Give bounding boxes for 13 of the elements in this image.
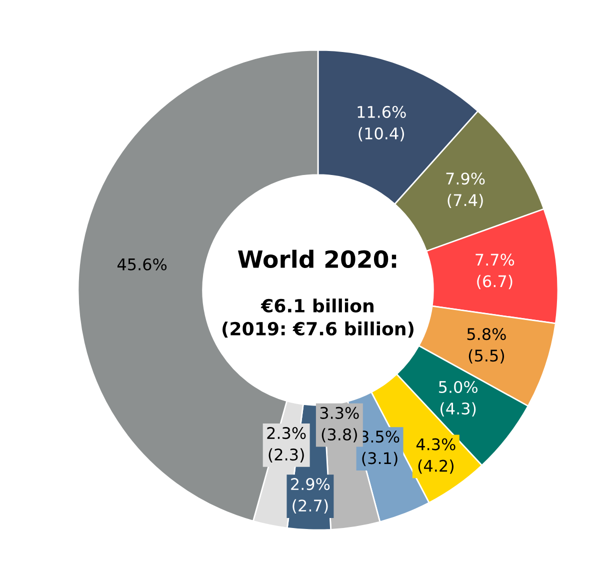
data-label: 3.3% (3.8)	[320, 406, 359, 442]
data-label: 11.6% (10.4)	[358, 106, 406, 142]
data-label: 7.9% (7.4)	[446, 172, 485, 208]
data-label: 3.5% (3.1)	[360, 430, 400, 466]
data-label: 5.0% (4.3)	[439, 380, 478, 416]
text: World 2020:	[238, 250, 396, 268]
data-label: 4.3% (4.2)	[416, 438, 456, 474]
data-label: 5.8% (5.5)	[467, 328, 506, 364]
data-label: 2.3% (2.3)	[267, 426, 306, 462]
text: €6.1 billion (2019: €7.6 billion)	[222, 298, 414, 338]
data-label: 45.6%	[117, 258, 167, 270]
data-label: 7.7% (6.7)	[476, 254, 514, 290]
data-label: 2.9% (2.7)	[291, 478, 330, 514]
